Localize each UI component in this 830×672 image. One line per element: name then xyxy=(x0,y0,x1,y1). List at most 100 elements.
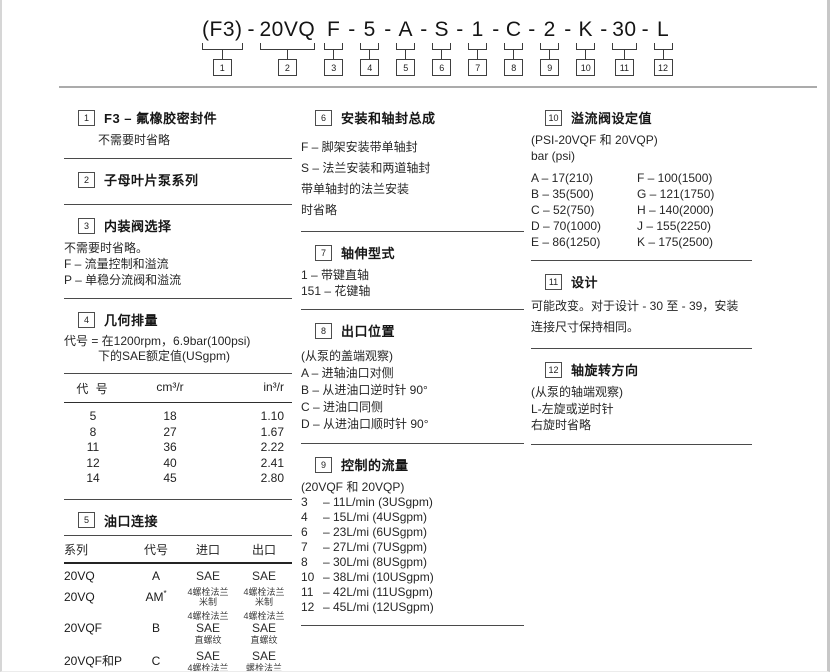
port-cell-line: SAE xyxy=(195,620,220,635)
section-text-line: B – 从进油口逆时针 90° xyxy=(301,383,428,397)
section-body: 不需要时省略。 F – 流量控制和溢流 P – 单稳分流阀和溢流 xyxy=(64,240,292,288)
series-cell: 20VQ xyxy=(64,568,95,583)
relief-setting-right: K – 175(2500) xyxy=(637,235,714,249)
table-header-cell: 代 号 xyxy=(76,382,110,396)
table-header-cell: cm³/r xyxy=(156,380,184,394)
table-cell: 1.67 xyxy=(260,424,284,439)
table-row: 14 45 2.80 xyxy=(64,471,292,487)
connector-stem-line xyxy=(662,50,664,59)
column-left: 1 F3 – 氟橡胶密封件 不需要时省略 2 子母叶片泵系列 3 内装阀选择 不需要时省略。 F… xyxy=(64,108,292,672)
code-segment-2: 20VQ 2 xyxy=(259,18,316,76)
port-cell-line: 米制 xyxy=(254,596,273,607)
connector-stem-line xyxy=(369,50,371,59)
relief-setting-left: D – 70(1000) xyxy=(531,219,602,233)
section-heading: 11 设计 xyxy=(545,272,752,291)
section-heading: 6 安装和轴封总成 xyxy=(315,108,524,127)
table-cell: 8 xyxy=(89,424,97,439)
section-text-line: S – 法兰安装和两道轴封 xyxy=(301,161,431,175)
section-title: 设计 xyxy=(571,275,599,290)
section-text-line: (PSI-20VQF 和 20VQP) xyxy=(531,133,658,147)
relief-setting-left: B – 35(500) xyxy=(531,187,594,201)
section-body: (PSI-20VQF 和 20VQP) bar (psi) A – 17(210) F… xyxy=(531,132,752,250)
port-cell-line: 4螺栓法兰 xyxy=(187,662,229,672)
section-text-line: 代号 = 在1200rpm，6.9bar(100psi) xyxy=(64,334,251,348)
column-right: 10 溢流阀设定值 (PSI-20VQF 和 20VQP) bar (psi) A – … xyxy=(531,108,752,456)
section-body: 不需要时省略 xyxy=(64,132,292,148)
section-title: 轴伸型式 xyxy=(341,246,396,261)
code-segment-10: K 10 xyxy=(576,18,596,76)
column-middle: 6 安装和轴封总成 F – 脚架安装带单轴封 S – 法兰安装和两道轴封 带单轴封的法兰… xyxy=(301,108,524,637)
code-cell: A xyxy=(151,568,160,583)
port-cell-line: SAE xyxy=(251,568,276,583)
table-cell: 18 xyxy=(163,409,177,423)
code-segment-12: L 12 xyxy=(653,18,673,76)
section-number-box: 12 xyxy=(545,361,562,378)
model-code: (F3) 1-20VQ 2 F 3-5 4- A 5- S 6-1 7- C 8-2 9- K 10-30 11… xyxy=(202,18,673,76)
table-cell: 36 xyxy=(163,440,177,454)
bracket-connector-line xyxy=(259,43,316,50)
flow-rate-line: 12 – 45L/mi (12USgpm) xyxy=(301,600,524,615)
table-row: 8 27 1.67 xyxy=(64,425,292,441)
section-heading: 4 几何排量 xyxy=(78,310,292,329)
table-row: 5 18 1.10 xyxy=(64,409,292,425)
section-text-line: F – 脚架安装带单轴封 xyxy=(301,140,418,154)
section-8: 8 出口位置 (从泵的盖端观察) A – 进轴油口对侧 B – 从进油口逆时针 90° C… xyxy=(301,321,524,444)
section-number-box: 1 xyxy=(78,109,95,126)
table-row: 12 40 2.41 xyxy=(64,456,292,472)
code-segment-label: (F3) xyxy=(202,18,243,41)
connector-stem-line xyxy=(549,50,551,59)
inlet-cell: 4螺栓法兰 米制 xyxy=(180,587,236,607)
port-cell-line: SAE xyxy=(195,568,220,583)
displacement-description: 代号 = 在1200rpm，6.9bar(100psi) 下的SAE额定值(USg… xyxy=(64,334,292,364)
code-segment-label: 1 xyxy=(471,18,484,41)
flow-rate-line: 4 – 15L/mi (4USgpm) xyxy=(301,510,524,525)
code-cell: AM* xyxy=(145,589,167,604)
relief-setting-grid: A – 17(210) F – 100(1500) B – 35(500) G – 1… xyxy=(531,170,752,250)
code-segment-label: L xyxy=(656,18,670,41)
code-hyphen-separator: - xyxy=(528,18,536,41)
code-position-numbox: 4 xyxy=(360,59,380,76)
connector-stem-line xyxy=(513,50,515,59)
bracket-connector-line xyxy=(612,43,637,50)
section-12: 12 轴旋转方向 (从泵的轴端观察) L-左旋或逆时针 右旋时省略 xyxy=(531,360,752,445)
section-text-line: A – 进轴油口对侧 xyxy=(301,366,394,380)
section-text-line: P – 单稳分流阀和溢流 xyxy=(64,273,182,287)
bracket-connector-line xyxy=(396,43,416,50)
section-title: 轴旋转方向 xyxy=(571,363,639,378)
table-row: 20VQF和P C SAE 4螺栓法兰 SAE 螺栓法兰 xyxy=(64,647,292,672)
bracket-connector-line xyxy=(653,43,673,50)
section-text-line: bar (psi) xyxy=(531,149,576,163)
section-heading: 9 控制的流量 xyxy=(315,455,524,474)
relief-setting-right: H – 140(2000) xyxy=(637,203,714,217)
section-text-line: 可能改变。对于设计 - 30 至 - 39，安装 xyxy=(531,299,739,313)
section-number-box: 4 xyxy=(78,311,95,328)
code-position-numbox: 5 xyxy=(396,59,416,76)
table-header-row: 代 号 cm³/r in³/r xyxy=(64,374,292,403)
section-number-box: 6 xyxy=(315,109,332,126)
series-cell: 20VQF和P xyxy=(64,654,123,668)
section-5: 5 油口连接 系列 代号 进口 出口 20VQ A SAE SAE 20VQ AM* 4螺栓法兰 米制 4螺… xyxy=(64,511,292,672)
flow-code: 8 xyxy=(301,555,308,569)
outlet-cell: 4螺栓法兰 SAE 直螺纹 xyxy=(236,611,292,645)
table-row: 20VQ A SAE SAE xyxy=(64,567,292,585)
section-title: 几何排量 xyxy=(104,313,159,328)
section-text-line: 时省略 xyxy=(301,203,338,217)
section-11: 11 设计 可能改变。对于设计 - 30 至 - 39，安装 连接尺寸保持相同。 xyxy=(531,272,752,349)
section-text-line: 右旋时省略 xyxy=(531,418,592,432)
connector-stem-line xyxy=(477,50,479,59)
section-text-line: D – 从进油口顺时针 90° xyxy=(301,417,429,431)
connector-stem-line xyxy=(333,50,335,59)
connector-stem-line xyxy=(585,50,587,59)
flow-code: 12 xyxy=(301,600,315,614)
table-header-cell: 代号 xyxy=(143,542,168,557)
table-cell: 11 xyxy=(86,440,100,454)
port-cell-line: 4螺栓法兰 xyxy=(187,610,229,621)
section-heading: 10 溢流阀设定值 xyxy=(545,108,752,127)
section-title: 安装和轴封总成 xyxy=(341,111,436,126)
code-segment-label: K xyxy=(578,18,593,41)
flow-rate-line: 10 – 38L/mi (10USgpm) xyxy=(301,570,524,585)
code-position-numbox: 6 xyxy=(432,59,452,76)
